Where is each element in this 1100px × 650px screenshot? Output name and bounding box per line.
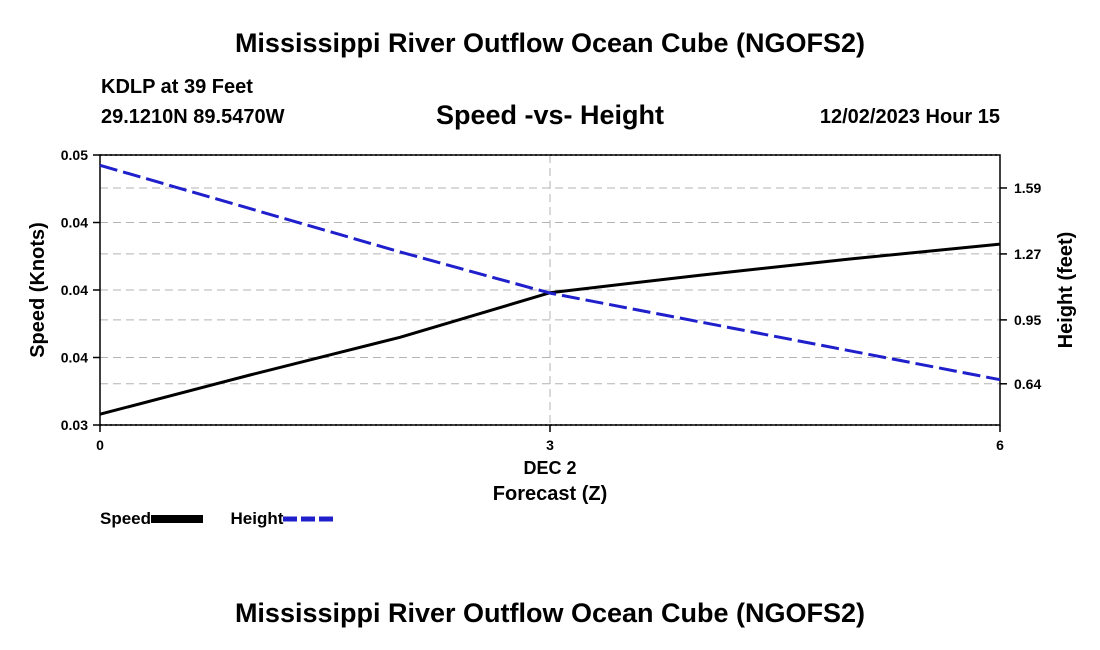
ytick-label-left: 0.05	[61, 147, 88, 163]
xtick-label: 6	[996, 437, 1004, 453]
x-axis-title: Forecast (Z)	[493, 483, 607, 505]
y-axis-left-title: Speed (Knots)	[27, 222, 49, 358]
footer-title: Mississippi River Outflow Ocean Cube (NG…	[234, 598, 866, 628]
grid	[100, 154, 1000, 426]
ytick-label-right: 1.27	[1014, 246, 1041, 262]
series-line-height	[99, 163, 1001, 382]
legend: Speed Height	[100, 508, 336, 529]
axes: 0.03 0.04 0.04 0.04 0.05 0.64 0.95 1.27 1.59 0 3 6 D…	[27, 147, 1077, 505]
chart-subtitle: Speed -vs- Height	[435, 100, 665, 130]
legend-height-label: Height	[230, 508, 284, 528]
xtick-label: 3	[546, 437, 554, 453]
legend-height-swatch	[283, 516, 336, 522]
station-label: KDLP at 39 Feet	[101, 76, 253, 98]
series	[99, 163, 1001, 416]
forecast-datetime: 12/02/2023 Hour 15	[819, 106, 1000, 128]
ytick-label-right: 0.95	[1014, 312, 1041, 328]
ytick-label-right: 0.64	[1014, 376, 1041, 392]
ytick-label-left: 0.03	[61, 417, 88, 433]
ytick-label-left: 0.04	[61, 350, 88, 366]
y-axis-right-title: Height (feet)	[1055, 232, 1077, 349]
station-coordinates: 29.1210N 89.5470W	[101, 106, 285, 128]
ytick-label-left: 0.04	[61, 282, 88, 298]
xtick-label: 0	[96, 437, 104, 453]
chart-title: Mississippi River Outflow Ocean Cube (NG…	[234, 28, 866, 58]
ytick-label-right: 1.59	[1014, 180, 1041, 196]
legend-speed-swatch	[151, 514, 204, 523]
ytick-label-left: 0.04	[61, 215, 88, 231]
legend-speed-label: Speed	[100, 508, 152, 528]
x-date-label: DEC 2	[523, 458, 576, 478]
